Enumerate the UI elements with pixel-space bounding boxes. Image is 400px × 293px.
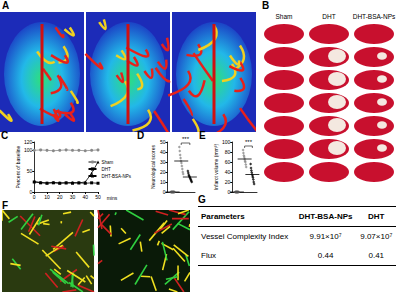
svg-text:Percent of baseline: Percent of baseline bbox=[15, 145, 21, 188]
html-text:D: D bbox=[137, 130, 145, 141]
svg-text:Neurological scores: Neurological scores bbox=[150, 145, 156, 189]
svg-text:DHT: DHT bbox=[101, 167, 110, 172]
svg-text:***: *** bbox=[182, 136, 190, 142]
svg-text:60: 60 bbox=[225, 159, 231, 165]
html-text:DHT-BSA-NPs: DHT-BSA-NPs bbox=[298, 212, 353, 221]
svg-text:DHT-BSA-NPs: DHT-BSA-NPs bbox=[353, 14, 396, 20]
svg-text:100: 100 bbox=[24, 147, 33, 153]
html-text:9.07×10⁷: 9.07×10⁷ bbox=[360, 232, 393, 241]
html-text:DHT: DHT bbox=[368, 212, 385, 221]
svg-text:80: 80 bbox=[225, 149, 231, 155]
html-text:C: C bbox=[1, 130, 9, 141]
html-text:9.91×10⁷: 9.91×10⁷ bbox=[309, 232, 342, 241]
svg-text:0: 0 bbox=[29, 189, 33, 195]
svg-text:40: 40 bbox=[82, 194, 88, 200]
html-text:Flux: Flux bbox=[201, 251, 217, 260]
html-text:Parameters: Parameters bbox=[201, 212, 245, 221]
html-text:Vessel Complexity Index: Vessel Complexity Index bbox=[201, 232, 289, 241]
svg-text:10: 10 bbox=[160, 179, 166, 185]
svg-text:Sham: Sham bbox=[276, 14, 293, 20]
svg-text:50: 50 bbox=[27, 168, 33, 174]
svg-text:20: 20 bbox=[225, 179, 231, 185]
svg-text:30: 30 bbox=[160, 159, 166, 165]
html-text:G: G bbox=[198, 194, 206, 205]
svg-text:20: 20 bbox=[57, 194, 63, 200]
svg-text:0: 0 bbox=[33, 194, 36, 200]
svg-text:Infarct volume (mm³): Infarct volume (mm³) bbox=[213, 144, 219, 190]
svg-text:120: 120 bbox=[24, 139, 33, 145]
svg-text:0: 0 bbox=[227, 189, 231, 195]
svg-text:DHT: DHT bbox=[322, 14, 335, 20]
svg-text:Sham: Sham bbox=[101, 160, 113, 165]
svg-text:100: 100 bbox=[222, 139, 231, 145]
html-text:F: F bbox=[2, 200, 9, 211]
html-text:0.44: 0.44 bbox=[317, 251, 334, 260]
svg-text:30: 30 bbox=[70, 194, 76, 200]
svg-text:20: 20 bbox=[160, 169, 166, 175]
html-text:E: E bbox=[199, 130, 206, 141]
svg-text:50: 50 bbox=[160, 139, 166, 145]
svg-text:40: 40 bbox=[225, 169, 231, 175]
svg-text:10: 10 bbox=[44, 194, 50, 200]
svg-text:mins: mins bbox=[107, 195, 118, 201]
html-text:B: B bbox=[262, 0, 270, 11]
svg-text:40: 40 bbox=[160, 149, 166, 155]
svg-text:***: *** bbox=[245, 139, 253, 145]
svg-text:0: 0 bbox=[163, 189, 166, 195]
svg-text:50: 50 bbox=[95, 194, 101, 200]
html-text:A: A bbox=[2, 0, 10, 11]
html-text:0.41: 0.41 bbox=[368, 251, 385, 260]
svg-text:DHT-BSA-NPs: DHT-BSA-NPs bbox=[101, 174, 131, 179]
